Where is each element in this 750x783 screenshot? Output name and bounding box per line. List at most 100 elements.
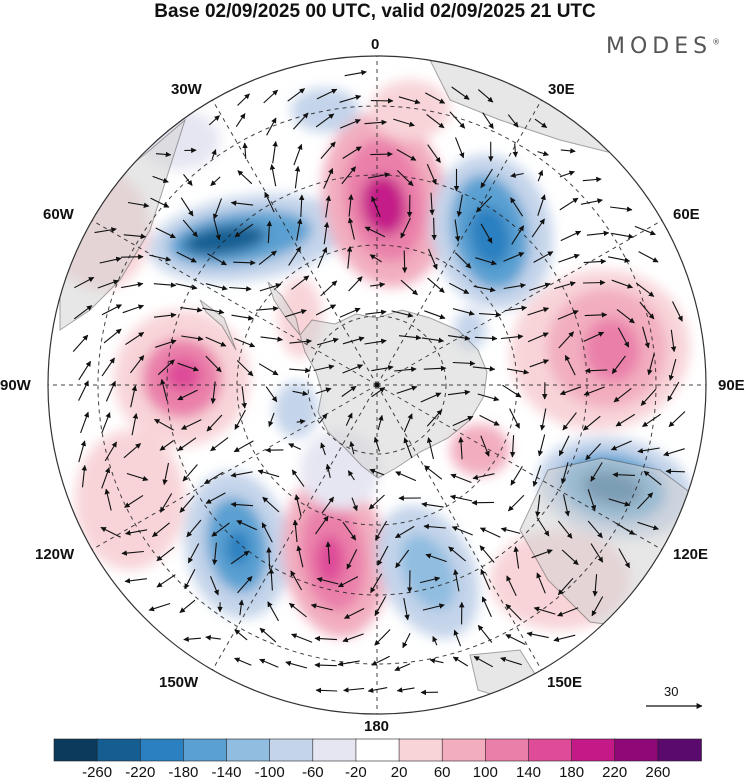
wind-vector-arrow	[672, 301, 683, 322]
wind-vector-arrow	[230, 200, 254, 206]
wind-vector-arrow	[590, 462, 603, 482]
wind-vector-arrow	[480, 168, 493, 189]
wind-vector-arrow	[213, 218, 221, 241]
wind-vector-arrow	[616, 308, 635, 324]
wind-vector-arrow	[367, 687, 388, 693]
wind-vector-arrow	[454, 252, 472, 269]
wind-vector-arrow	[643, 470, 662, 486]
wind-vector-arrow	[261, 522, 273, 543]
wind-vector-arrow	[237, 93, 250, 106]
colorbar-segment	[183, 738, 228, 762]
wind-vector-arrow	[473, 285, 496, 293]
wind-vector-arrow	[291, 275, 310, 290]
wind-vector-arrow	[78, 440, 87, 463]
wind-vector-arrow	[123, 233, 147, 240]
wind-vector-arrow	[177, 362, 199, 372]
wind-vector-arrow	[394, 366, 417, 373]
wind-vector-arrow	[558, 435, 570, 457]
wind-vector-arrow	[364, 338, 387, 345]
lon-label-120e: 120E	[673, 546, 709, 563]
wind-vector-arrow	[615, 522, 635, 535]
wind-vector-arrow	[449, 282, 470, 294]
wind-vector-arrow	[452, 656, 469, 667]
wind-vector-arrow	[398, 96, 421, 105]
wind-vector-arrow	[458, 436, 464, 460]
wind-vector-arrow	[181, 335, 204, 342]
wind-vector-arrow	[537, 434, 546, 457]
wind-vector-arrow	[374, 596, 387, 617]
wind-vector-arrow	[266, 546, 272, 570]
page-title: Base 02/09/2025 00 UTC, valid 02/09/2025…	[154, 1, 596, 22]
colorbar-tick-label: -260	[82, 764, 113, 781]
wind-vector-arrow	[507, 114, 519, 128]
wind-vector-arrow	[149, 254, 172, 262]
wind-vector-arrow	[642, 326, 650, 349]
wind-vector-arrow	[258, 363, 279, 376]
wind-vector-arrow	[97, 279, 120, 289]
lon-label-150e: 150E	[547, 674, 583, 691]
wind-vector-arrow	[391, 310, 414, 318]
wind-vector-arrow	[291, 469, 305, 487]
wind-vector-arrow	[591, 596, 604, 617]
wind-vector-arrow	[159, 440, 174, 451]
wind-vector-arrow	[315, 113, 335, 128]
wind-vector-arrow	[290, 570, 303, 591]
wind-vector-arrow	[608, 498, 631, 507]
colorbar-segment	[398, 738, 444, 762]
wind-vector-arrow	[234, 337, 256, 348]
wind-vector-arrow	[558, 331, 575, 349]
wind-vector-arrow	[618, 548, 630, 569]
colorbar-segment	[614, 738, 659, 762]
colorbar-segment	[269, 738, 314, 762]
graticule	[48, 56, 706, 714]
wind-vector-arrow	[317, 246, 328, 269]
wind-vector-arrow	[346, 549, 358, 570]
wind-vector-arrow	[396, 385, 418, 394]
wind-vector-arrow	[634, 225, 656, 236]
wind-vector-arrow	[121, 281, 144, 289]
wind-vector-arrow	[426, 113, 445, 129]
wind-vector-arrow	[237, 575, 253, 594]
wind-vector-arrow	[292, 519, 299, 543]
wind-vector-arrow	[156, 574, 176, 588]
wind-vector-arrow	[403, 598, 410, 621]
wind-vector-arrow	[342, 633, 364, 643]
wind-vector-arrow	[559, 170, 575, 178]
wind-vector-arrow	[452, 308, 475, 316]
wind-vector-arrow	[395, 549, 410, 569]
wind-vector-arrow	[503, 282, 526, 290]
colorbar-segment	[139, 738, 185, 762]
wind-vector-arrow	[315, 687, 338, 694]
wind-vector-arrow	[375, 520, 388, 541]
colorbar-segment	[96, 738, 142, 762]
wind-vector-arrow	[670, 329, 677, 353]
wind-vector-arrow	[396, 687, 415, 693]
wind-vector-arrow	[582, 279, 606, 286]
wind-vector-arrow	[347, 470, 355, 481]
wind-vector-arrow	[476, 195, 492, 213]
wind-vector-arrow	[210, 381, 216, 404]
wind-vector-arrow	[342, 521, 357, 541]
wind-vector-arrow	[642, 413, 662, 428]
wind-vector-arrow	[343, 687, 365, 693]
wind-vector-arrow	[319, 413, 328, 424]
wind-vector-arrow	[325, 463, 331, 479]
wind-vector-arrow	[234, 223, 254, 238]
wind-vector-arrow	[400, 217, 411, 239]
wind-vector-arrow	[503, 252, 525, 262]
wind-vector-arrow	[560, 462, 569, 485]
wind-vector-arrow	[429, 192, 435, 216]
wind-vector-arrow	[480, 435, 490, 457]
wind-vector-arrow	[211, 149, 217, 159]
wind-vector-arrow	[348, 194, 354, 217]
wind-vector-arrow	[647, 353, 655, 376]
wind-vector-arrow	[182, 464, 198, 482]
wind-vector-arrow	[665, 468, 685, 475]
wind-vector-arrow	[421, 501, 444, 508]
wind-vector-arrow	[425, 92, 446, 104]
wind-vector-arrow	[393, 118, 415, 127]
wind-vector-arrow	[205, 283, 228, 291]
wind-vector-arrow	[268, 568, 275, 591]
wind-vector-arrow	[320, 141, 336, 159]
wind-vector-arrow	[398, 334, 422, 341]
